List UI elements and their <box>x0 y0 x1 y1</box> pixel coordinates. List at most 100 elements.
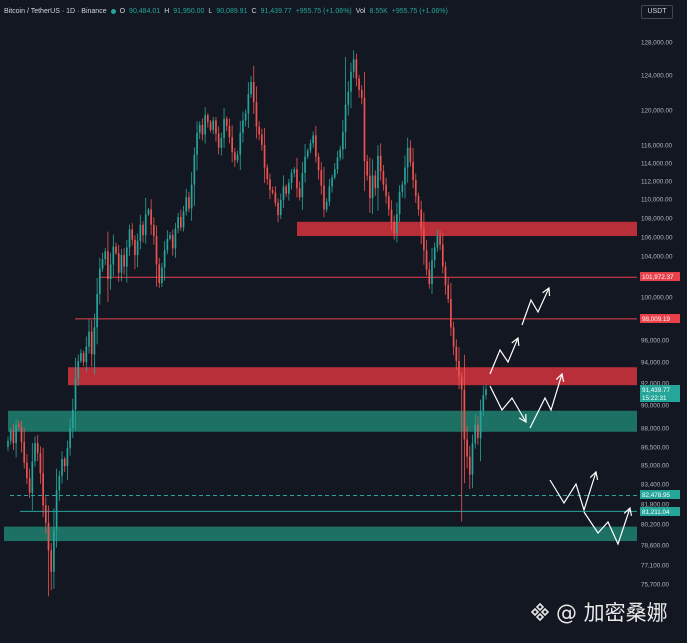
volume-value: 8.55K <box>369 7 388 15</box>
candle-body <box>477 424 479 439</box>
candle-body <box>420 209 423 229</box>
candle-body <box>215 120 217 134</box>
candle-body <box>185 197 188 212</box>
candle-body <box>401 184 404 192</box>
price-tick-label: 88,000.00 <box>641 426 670 433</box>
candle-body <box>271 190 274 193</box>
candle-body <box>460 376 463 390</box>
candle-body <box>220 138 223 148</box>
candle-body <box>274 192 277 203</box>
projection-arrow <box>549 471 597 513</box>
candle-body <box>377 155 379 189</box>
candle-body <box>409 147 412 163</box>
candle-body <box>315 135 317 157</box>
projection-arrow <box>529 373 563 429</box>
price-label-text: 82,478.95 <box>642 492 671 499</box>
candle-body <box>147 209 150 215</box>
candle-body <box>7 440 9 447</box>
candle-body <box>188 197 190 209</box>
candle-body <box>9 430 12 441</box>
candle-body <box>428 269 431 284</box>
candle-body <box>39 453 42 474</box>
price-tick-label: 114,000.00 <box>641 161 673 168</box>
candle-body <box>82 353 85 362</box>
open-value: 90,484.01 <box>129 7 161 15</box>
candle-body <box>252 82 255 103</box>
high-label: H <box>164 7 170 15</box>
price-tick-label: 81,800.00 <box>641 502 670 509</box>
candle-body <box>93 327 96 355</box>
low-value: 90,089.91 <box>216 7 248 15</box>
candle-body <box>61 459 63 476</box>
candle-body <box>436 236 439 248</box>
projection-arrow <box>521 287 550 326</box>
candle-body <box>390 209 393 222</box>
candle-body <box>228 125 231 138</box>
candle-body <box>439 236 441 245</box>
candle-body <box>412 162 414 181</box>
candle-body <box>144 214 147 236</box>
change-value: +955.75 (+1.06%) <box>295 7 352 15</box>
candle-body <box>288 182 290 194</box>
candle-body <box>331 177 333 187</box>
candle-body <box>320 170 323 186</box>
candle-body <box>225 118 228 126</box>
candle-body <box>20 426 23 442</box>
candle-body <box>139 224 142 241</box>
candle-body <box>385 184 387 197</box>
price-tick-label: 106,000.00 <box>641 235 673 242</box>
candle-body <box>80 353 82 361</box>
candle-body <box>293 169 296 173</box>
candle-body <box>207 115 209 123</box>
candle-body <box>117 253 120 273</box>
currency-button[interactable]: USDT <box>641 5 673 19</box>
support-zone <box>8 410 637 432</box>
candle-body <box>352 59 355 72</box>
candle-body <box>53 529 55 572</box>
candle-body <box>263 145 266 168</box>
candle-body <box>317 156 320 171</box>
projection-arrowhead <box>518 413 527 424</box>
candle-body <box>371 175 374 199</box>
candle-body <box>355 59 358 79</box>
candle-body <box>50 550 53 572</box>
candle-body <box>479 410 482 439</box>
candle-body <box>417 196 420 210</box>
price-tick-label: 112,000.00 <box>641 179 673 186</box>
close-label: C <box>251 7 257 15</box>
candle-body <box>325 201 328 210</box>
candle-body <box>131 229 134 240</box>
candle-body <box>152 224 155 237</box>
candle-body <box>125 247 128 267</box>
price-label-text: 91,439.77 <box>642 387 671 394</box>
candle-body <box>209 122 212 131</box>
candle-body <box>379 155 382 172</box>
binance-logo-icon <box>530 602 550 622</box>
candle-body <box>166 238 169 251</box>
symbol-title[interactable]: Bitcoin / TetherUS · 1D · Binance <box>4 7 107 15</box>
price-tick-label: 120,000.00 <box>641 108 673 115</box>
candle-body <box>468 456 471 475</box>
price-label-box <box>640 314 680 323</box>
candle-body <box>441 244 444 267</box>
candle-body <box>301 172 304 198</box>
projection-arrowhead <box>589 470 599 480</box>
candle-body <box>120 255 123 273</box>
candle-body <box>431 260 433 284</box>
candle-body <box>250 82 252 95</box>
candle-body <box>101 259 104 269</box>
candle-body <box>190 184 193 209</box>
candle-body <box>239 132 242 155</box>
candle-body <box>155 236 158 265</box>
candle-body <box>474 424 477 444</box>
candle-body <box>174 228 177 249</box>
projection-arrowhead <box>555 372 565 382</box>
candle-body <box>485 389 487 396</box>
candle-body <box>450 299 452 328</box>
support-zone <box>4 526 637 542</box>
candle-body <box>90 331 93 355</box>
candle-body <box>196 132 198 155</box>
candle-body <box>171 235 174 249</box>
